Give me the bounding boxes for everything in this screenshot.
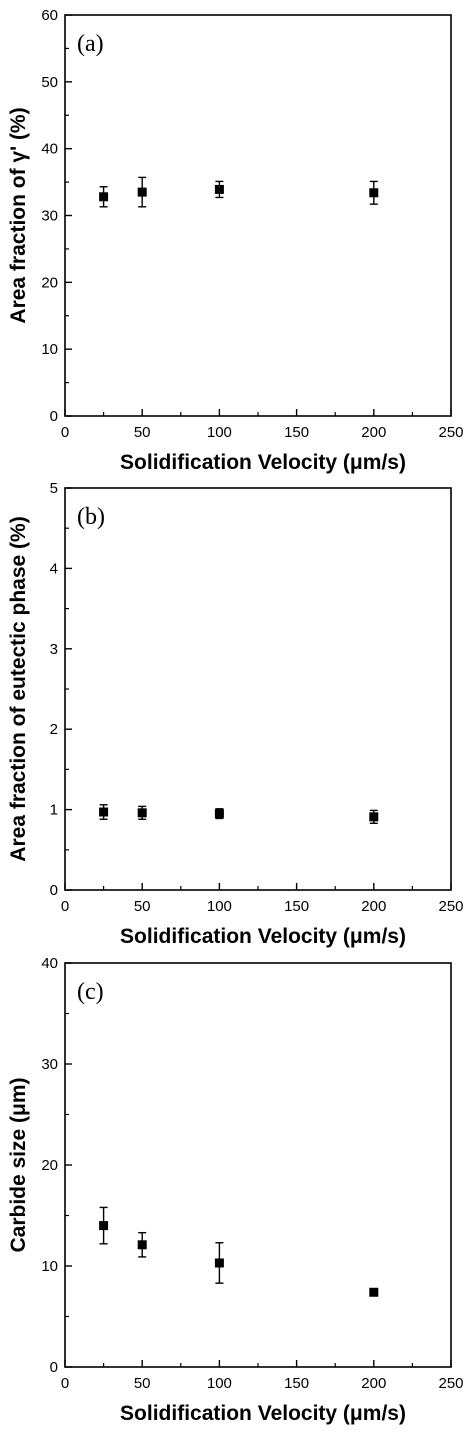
y-tick-label: 0 [50,882,58,899]
x-tick-label: 200 [361,424,386,441]
panel-label: (c) [77,979,104,1005]
x-tick-label: 0 [61,424,69,441]
x-tick-label: 200 [361,898,386,915]
x-axis-title: Solidification Velocity (μm/s) [120,1402,406,1425]
x-tick-label: 200 [361,1375,386,1392]
data-point [369,812,379,822]
x-tick-label: 250 [438,424,463,441]
y-tick-label: 50 [41,74,58,91]
data-point [137,187,147,197]
x-tick-label: 0 [61,898,69,915]
data-point [99,192,109,202]
y-tick-label: 10 [41,1258,58,1275]
y-tick-label: 20 [41,1157,58,1174]
y-tick-label: 20 [41,274,58,291]
y-tick-label: 4 [50,560,58,577]
y-tick-label: 3 [50,641,58,658]
chart-panel-1: 0 50 100 150 200 250 0 1 2 3 4 5 (b) Solidification V… [7,480,464,948]
x-axis-title: Solidification Velocity (μm/s) [120,925,406,948]
data-point [137,808,147,818]
data-point [214,809,224,819]
data-point [214,184,224,194]
x-tick-label: 250 [438,898,463,915]
plot-frame [64,962,452,1368]
data-point [369,188,379,198]
data-point [99,807,109,817]
x-tick-label: 100 [207,898,232,915]
x-axis-title: Solidification Velocity (μm/s) [120,451,406,474]
plot-frame [64,14,452,417]
data-point [214,1258,224,1268]
y-tick-label: 1 [50,802,58,819]
y-axis-title: Area fraction of eutectic phase (%) [7,516,30,861]
x-tick-label: 250 [438,1375,463,1392]
panel-label: (b) [77,504,105,530]
data-point [99,1221,109,1231]
y-axis-title: Carbide size (μm) [7,1077,30,1252]
chart-panel-2: 0 50 100 150 200 250 0 10 20 30 40 (c) Solidificatio… [7,955,464,1425]
x-tick-label: 0 [61,1375,69,1392]
panel-label: (a) [77,31,104,57]
x-tick-label: 150 [284,1375,309,1392]
y-tick-label: 30 [41,208,58,225]
x-tick-label: 50 [134,898,151,915]
y-tick-label: 10 [41,341,58,358]
data-point [369,1287,379,1297]
chart-panel-0: 0 50 100 150 200 250 0 10 20 30 40 50 60 (a) Solidific… [7,7,464,474]
x-tick-label: 50 [134,1375,151,1392]
y-tick-label: 0 [50,408,58,425]
x-tick-label: 50 [134,424,151,441]
data-point [137,1240,147,1250]
x-tick-label: 100 [207,424,232,441]
y-tick-label: 30 [41,1056,58,1073]
plot-frame [64,487,452,891]
x-tick-label: 150 [284,898,309,915]
y-tick-label: 0 [50,1359,58,1376]
y-tick-label: 5 [50,480,58,497]
y-tick-label: 60 [41,7,58,24]
y-tick-label: 40 [41,141,58,158]
y-axis-title: Area fraction of γ' (%) [7,107,30,323]
y-tick-label: 40 [41,955,58,972]
x-tick-label: 100 [207,1375,232,1392]
x-tick-label: 150 [284,424,309,441]
y-tick-label: 2 [50,721,58,738]
